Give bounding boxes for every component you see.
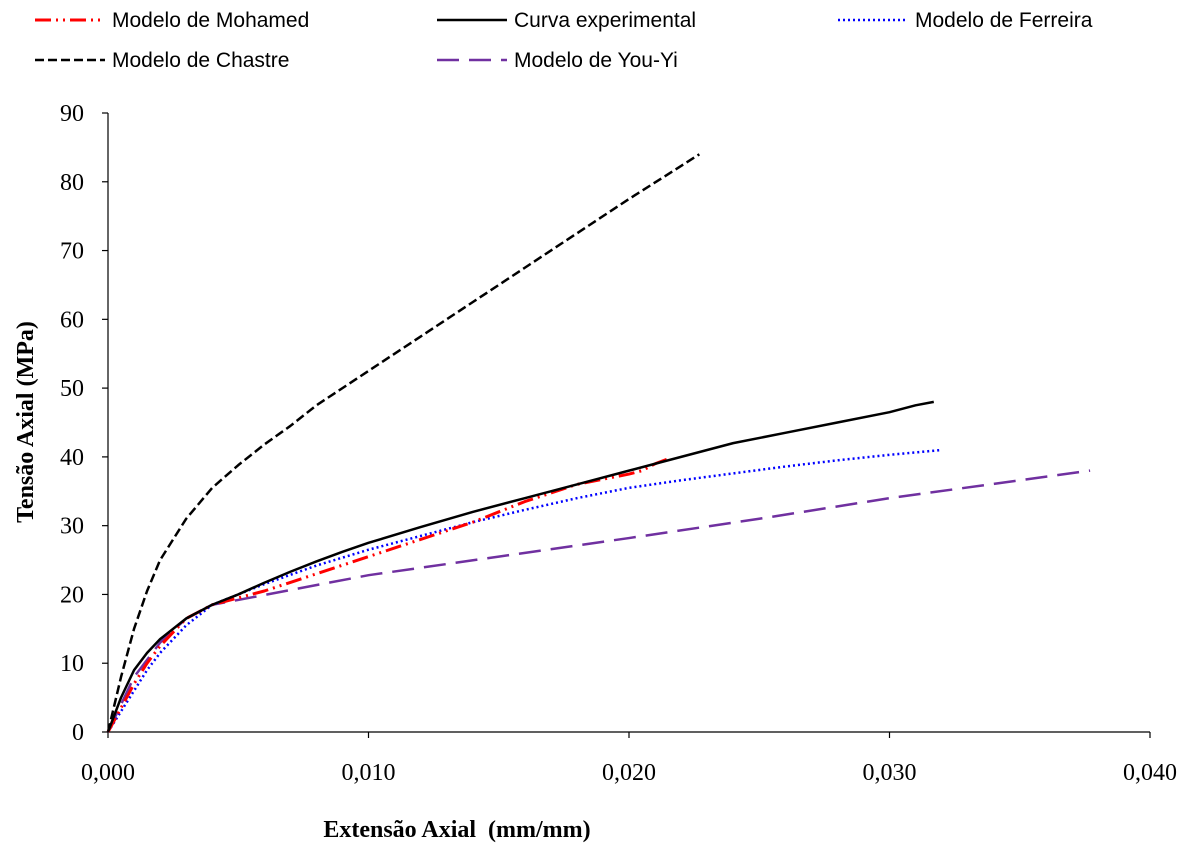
y-tick-label: 10 [60, 651, 84, 677]
y-tick-label: 30 [60, 514, 84, 540]
y-tick-label: 90 [60, 101, 84, 127]
y-tick-label: 70 [60, 239, 84, 265]
series-line-modelo-de-mohamed [106, 457, 669, 733]
legend-label: Curva experimental [514, 9, 696, 32]
x-tick-label: 0,030 [863, 760, 917, 786]
y-tick-label: 80 [60, 170, 84, 196]
legend-label: Modelo de Mohamed [112, 9, 309, 32]
legend-label: Modelo de Chastre [112, 49, 289, 72]
y-axis-label: Tensão Axial (MPa) [13, 321, 39, 523]
axes [107, 113, 1150, 733]
x-tick-label: 0,000 [81, 760, 135, 786]
ticks: 0 10 20 30 40 50 60 70 80 90 0,000 0,010 0,020 0,030 0… [60, 101, 1177, 786]
series-line-modelo-de-you-yi [106, 469, 1091, 733]
y-tick-label: 50 [60, 376, 84, 402]
series-line-modelo-de-ferreira [106, 448, 942, 733]
y-tick-label: 0 [72, 720, 84, 746]
legend-label: Modelo de Ferreira [915, 9, 1093, 32]
legend-item: Curva experimental [437, 9, 696, 32]
legend-item: Modelo de Mohamed [35, 9, 309, 32]
legend: Modelo de Mohamed Curva experimental Model… [35, 9, 1093, 72]
legend-item: Modelo de Chastre [35, 49, 289, 72]
x-tick-label: 0,020 [602, 760, 656, 786]
series-line-curva-experimental [106, 400, 935, 733]
legend-item: Modelo de Ferreira [838, 9, 1093, 32]
y-tick-label: 60 [60, 307, 84, 333]
x-tick-label: 0,010 [342, 760, 396, 786]
y-tick-label: 40 [60, 445, 84, 471]
legend-label: Modelo de You-Yi [514, 49, 678, 72]
series-line-modelo-de-chastre [106, 153, 701, 733]
y-tick-label: 20 [60, 582, 84, 608]
series [106, 153, 1091, 733]
legend-item: Modelo de You-Yi [437, 49, 678, 72]
x-tick-label: 0,040 [1123, 760, 1177, 786]
x-axis-label: Extensão Axial (mm/mm) [323, 817, 590, 843]
